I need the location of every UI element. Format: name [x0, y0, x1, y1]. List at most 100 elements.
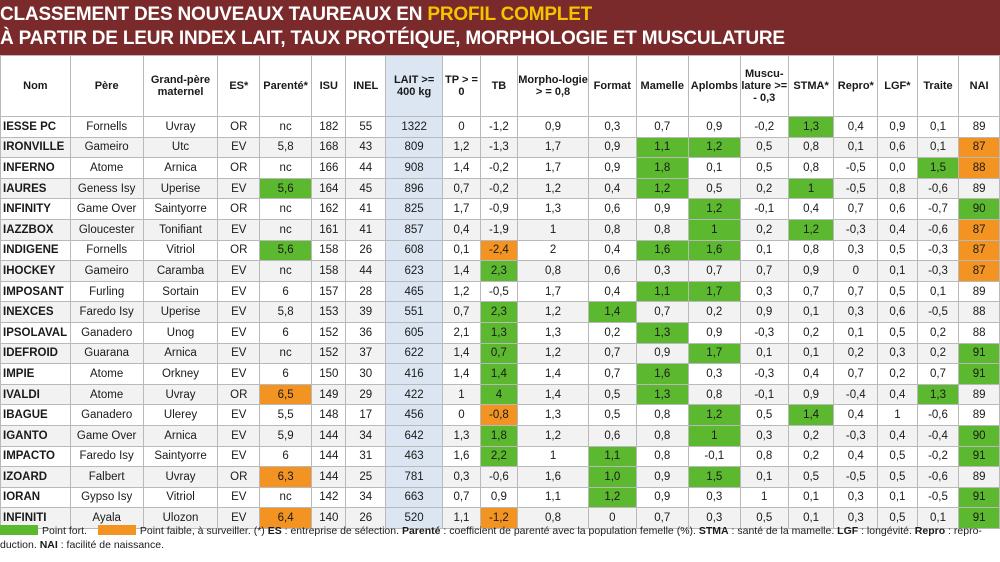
table-cell: Atome	[69, 363, 144, 385]
table-row: IGANTO Game Over Arnica EV 5,9 144 34 642 1,3 1,8…	[0, 424, 1000, 447]
table-cell: Gloucester	[69, 218, 144, 241]
table-cell: 0,0	[877, 157, 918, 179]
column-header: Morpho-logie > = 0,8	[517, 55, 589, 117]
table-cell: 0,9	[739, 301, 789, 323]
table-cell: 0,8	[587, 218, 637, 241]
table-row: IMPACTO Faredo Isy Saintyorre EV 6 144 31 463 1,…	[0, 445, 1000, 468]
table-cell: 0,1	[916, 116, 960, 138]
table-cell: 0,3	[687, 486, 741, 509]
legend-text: : repro-	[945, 525, 982, 537]
table-cell: Game Over	[69, 198, 144, 220]
column-header: Format	[587, 55, 637, 117]
table-cell: 642	[384, 424, 444, 447]
table-cell: -0,3	[739, 321, 789, 344]
column-header: Grand-père maternel	[142, 55, 219, 117]
table-cell: 1,4	[517, 383, 589, 406]
table-cell: 1	[739, 486, 789, 509]
table-cell: 150	[311, 363, 347, 385]
table-cell: -0,2	[916, 445, 960, 468]
table-cell: 2,1	[442, 321, 481, 344]
table-cell: 1,6	[635, 363, 689, 385]
table-cell: Sortain	[142, 280, 219, 303]
table-cell: 44	[345, 260, 386, 282]
table-cell: 0,3	[687, 363, 741, 385]
table-cell: EV	[217, 177, 261, 200]
legend-text: : longévité.	[858, 525, 915, 537]
table-cell: 0,7	[916, 363, 960, 385]
table-cell: 0,1	[877, 260, 918, 282]
table-cell: 90	[958, 424, 1000, 447]
table-row: INFINITY Game Over Saintyorre OR nc 162 41 825 1…	[0, 198, 1000, 220]
table-cell: Orkney	[142, 363, 219, 385]
table-cell: 0,9	[635, 342, 689, 365]
table-cell: 88	[958, 157, 1000, 179]
table-row: INFINITI Ayala Ulozon EV 6,4 140 26 520 1,1 -1,2 0…	[0, 507, 1000, 529]
bull-name-cell: INEXCES	[0, 301, 71, 323]
table-cell: OR	[217, 198, 261, 220]
table-cell: 0,9	[787, 383, 835, 406]
table-cell: 25	[345, 466, 386, 488]
table-cell: nc	[259, 486, 313, 509]
table-cell: -0,3	[916, 260, 960, 282]
table-cell: Atome	[69, 157, 144, 179]
column-header: INEL	[345, 55, 386, 117]
table-cell: 44	[345, 157, 386, 179]
table-cell: 0,2	[916, 342, 960, 365]
table-cell: Arnica	[142, 342, 219, 365]
table-cell: -0,6	[916, 404, 960, 426]
table-cell: 148	[311, 404, 347, 426]
table-cell: 1,6	[442, 445, 481, 468]
table-cell: 87	[958, 260, 1000, 282]
table-cell: 161	[311, 218, 347, 241]
table-cell: nc	[259, 116, 313, 138]
table-cell: -0,2	[479, 157, 519, 179]
table-cell: 0,9	[787, 260, 835, 282]
table-cell: 0,1	[739, 342, 789, 365]
title-prefix: CLASSEMENT DES NOUVEAUX TAUREAUX EN	[0, 4, 428, 25]
table-cell: Uvray	[142, 383, 219, 406]
table-cell: Saintyorre	[142, 198, 219, 220]
table-cell: 1,3	[635, 321, 689, 344]
table-cell: 0,7	[587, 363, 637, 385]
table-cell: EV	[217, 363, 261, 385]
table-cell: 0,2	[739, 177, 789, 200]
table-cell: 1,7	[517, 280, 589, 303]
table-cell: Ganadero	[69, 404, 144, 426]
table-cell: -1,9	[479, 218, 519, 241]
table-cell: 152	[311, 321, 347, 344]
table-cell: 0,7	[787, 280, 835, 303]
table-cell: 45	[345, 177, 386, 200]
table-cell: 0,4	[877, 383, 918, 406]
table-cell: 1,1	[442, 507, 481, 529]
table-row: IESSE PC Fornells Uvray OR nc 182 55 1322 0 -1,2 0…	[0, 116, 1000, 138]
table-cell: Gypso Isy	[69, 486, 144, 509]
table-cell: 1322	[384, 116, 444, 138]
table-cell: -0,5	[916, 486, 960, 509]
table-cell: 1,3	[787, 116, 835, 138]
table-cell: 0,4	[833, 116, 879, 138]
table-cell: nc	[259, 218, 313, 241]
table-cell: 1,2	[687, 404, 741, 426]
table-cell: 0,3	[587, 116, 637, 138]
table-cell: OR	[217, 239, 261, 262]
bull-name-cell: IBAGUE	[0, 404, 71, 426]
table-cell: 1,2	[587, 486, 637, 509]
table-row: IVALDI Atome Uvray OR 6,5 149 29 422 1 4 1,4 0,5 1,3…	[0, 383, 1000, 406]
table-cell: 34	[345, 486, 386, 509]
legend-key: Repro	[914, 525, 946, 537]
table-cell: 0,7	[442, 301, 481, 323]
table-cell: 2	[517, 239, 589, 262]
table-cell: -0,4	[916, 424, 960, 447]
table-cell: 6,5	[259, 383, 313, 406]
table-cell: Atome	[69, 383, 144, 406]
table-cell: 90	[958, 198, 1000, 220]
table-cell: 1,2	[517, 424, 589, 447]
table-cell: 26	[345, 507, 386, 529]
table-cell: 622	[384, 342, 444, 365]
table-cell: 1	[442, 383, 481, 406]
table-cell: 30	[345, 363, 386, 385]
table-cell: 168	[311, 136, 347, 159]
table-cell: 41	[345, 198, 386, 220]
column-header: Repro*	[833, 55, 879, 117]
table-cell: 1,2	[787, 218, 835, 241]
